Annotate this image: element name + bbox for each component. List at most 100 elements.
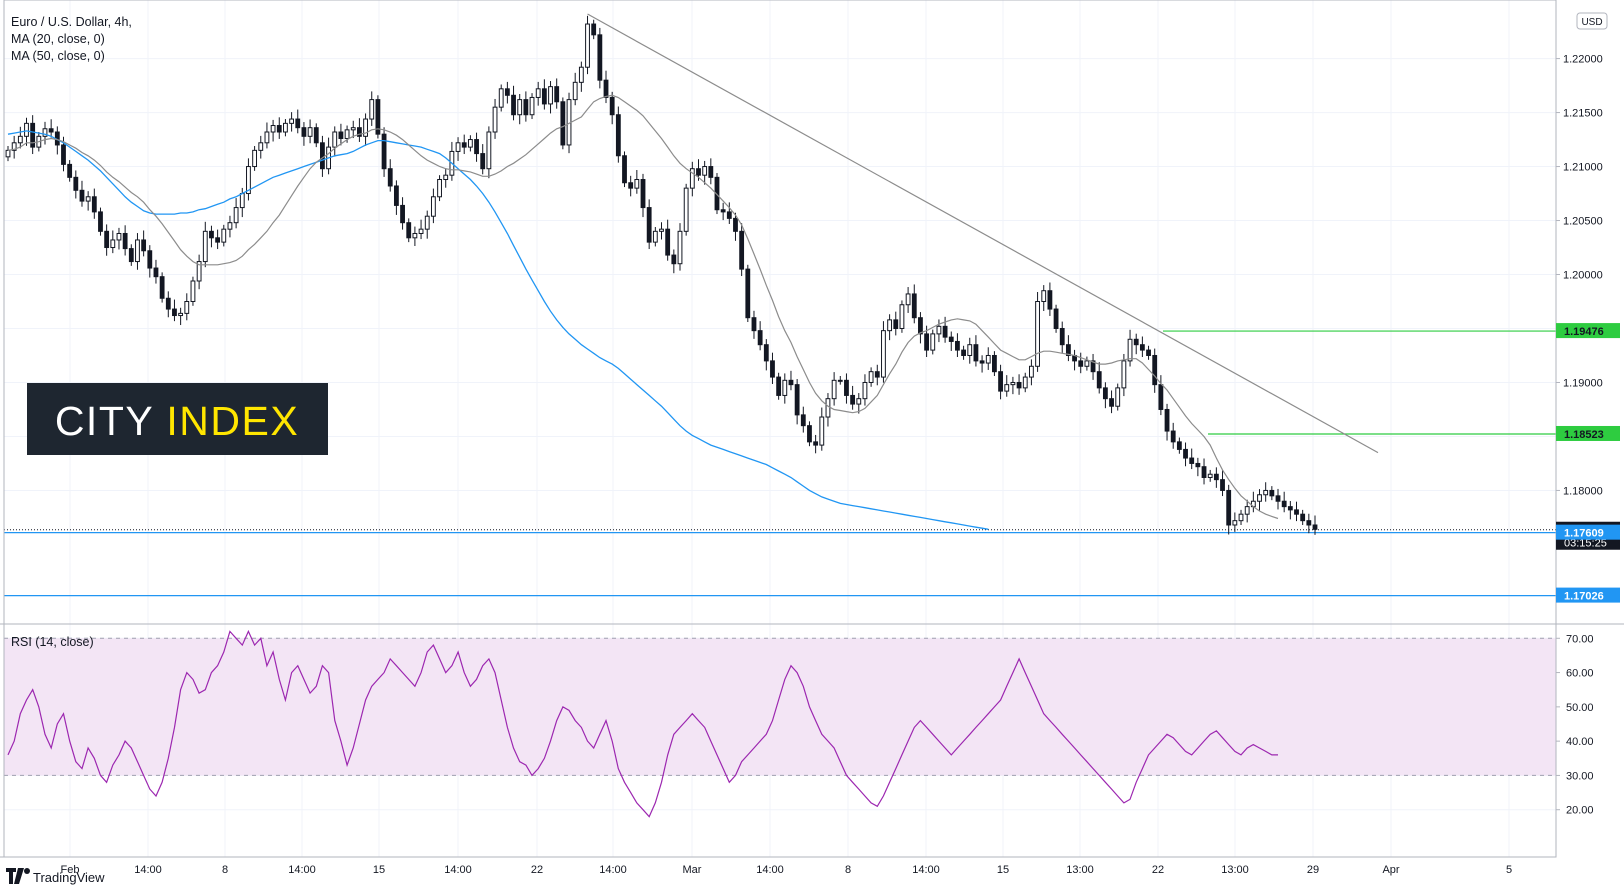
candle[interactable] [862, 374, 868, 406]
candle[interactable] [726, 202, 732, 224]
candle[interactable] [652, 227, 658, 247]
candle[interactable] [393, 180, 399, 215]
candle[interactable] [1189, 448, 1195, 470]
ma20-line[interactable] [7, 94, 1279, 520]
candle[interactable] [363, 113, 368, 146]
trend-line[interactable] [587, 13, 1379, 454]
candle[interactable] [837, 376, 843, 385]
candle[interactable] [1035, 292, 1040, 372]
candle[interactable] [313, 123, 319, 148]
candle[interactable] [480, 144, 486, 175]
candle[interactable] [1257, 489, 1262, 511]
candle[interactable] [628, 175, 634, 197]
candle[interactable] [79, 180, 85, 207]
candle[interactable] [1041, 285, 1047, 312]
candle[interactable] [320, 135, 325, 177]
candle[interactable] [856, 393, 862, 414]
candle[interactable] [91, 188, 97, 219]
candle[interactable] [1078, 352, 1084, 374]
candle[interactable] [751, 310, 757, 339]
candle[interactable] [850, 385, 856, 410]
candle[interactable] [535, 81, 541, 106]
candle[interactable] [1238, 509, 1244, 525]
candle[interactable] [307, 119, 313, 144]
candle[interactable] [1146, 345, 1151, 360]
candle[interactable] [893, 311, 899, 336]
candle[interactable] [17, 126, 23, 149]
candle[interactable] [930, 329, 936, 355]
candle[interactable] [350, 120, 356, 139]
candle[interactable] [1232, 512, 1238, 532]
candle[interactable] [640, 173, 646, 218]
candle[interactable] [597, 27, 603, 89]
candle[interactable] [529, 93, 535, 120]
candle[interactable] [1195, 457, 1201, 477]
candle[interactable] [375, 95, 381, 139]
candle[interactable] [591, 19, 597, 40]
candle[interactable] [1022, 372, 1028, 393]
candle[interactable] [899, 300, 905, 333]
candle[interactable] [252, 146, 258, 171]
candle[interactable] [221, 224, 227, 247]
candle[interactable] [887, 314, 893, 341]
candle[interactable] [992, 351, 997, 376]
candle[interactable] [116, 227, 122, 250]
candle[interactable] [48, 119, 54, 138]
candle[interactable] [708, 158, 714, 185]
candle[interactable] [757, 321, 763, 351]
candle[interactable] [1170, 422, 1176, 449]
candle[interactable] [1028, 359, 1034, 386]
candle[interactable] [1133, 333, 1139, 355]
candle[interactable] [326, 137, 331, 175]
candle[interactable] [209, 225, 214, 248]
candle[interactable] [283, 119, 288, 137]
tradingview-footer[interactable]: TradingView [6, 868, 105, 885]
ma50-line[interactable] [7, 130, 989, 530]
candle[interactable] [665, 219, 671, 261]
candle[interactable] [455, 137, 461, 161]
ma50-legend[interactable]: MA (50, close, 0) [11, 49, 105, 63]
candle[interactable] [295, 109, 301, 134]
candle[interactable] [955, 333, 960, 357]
candle[interactable] [1250, 491, 1256, 513]
price-tag[interactable]: 1.17026 [1556, 587, 1620, 603]
currency-badge[interactable]: USD [1576, 12, 1608, 30]
candle[interactable] [1059, 321, 1065, 353]
candle[interactable] [714, 173, 720, 215]
candle[interactable] [122, 225, 128, 256]
candle[interactable] [1213, 467, 1219, 488]
candle[interactable] [147, 245, 153, 278]
candle[interactable] [1164, 403, 1170, 441]
candle[interactable] [190, 276, 196, 306]
candle[interactable] [24, 117, 29, 146]
candle[interactable] [560, 97, 566, 150]
candle[interactable] [683, 183, 689, 236]
candle[interactable] [578, 61, 584, 92]
candle[interactable] [264, 122, 270, 149]
candle[interactable] [1312, 515, 1318, 535]
candle[interactable] [1004, 375, 1010, 397]
candle[interactable] [498, 84, 504, 112]
candle[interactable] [430, 188, 436, 224]
candle[interactable] [1010, 376, 1016, 395]
candle[interactable] [961, 345, 967, 360]
candle[interactable] [1201, 458, 1207, 485]
candle[interactable] [911, 284, 917, 324]
candle[interactable] [548, 81, 553, 114]
candle[interactable] [671, 249, 677, 274]
candle[interactable] [332, 126, 338, 157]
symbol-title[interactable]: Euro / U.S. Dollar, 4h, [11, 15, 132, 29]
candle[interactable] [30, 115, 36, 155]
candle[interactable] [615, 106, 621, 163]
candle[interactable] [807, 421, 812, 447]
candle[interactable] [1263, 482, 1269, 502]
candle[interactable] [1275, 488, 1281, 510]
candle[interactable] [400, 197, 405, 230]
candle[interactable] [1294, 501, 1299, 522]
candle[interactable] [1269, 486, 1275, 501]
candle[interactable] [825, 393, 831, 427]
candle[interactable] [356, 118, 362, 142]
candle[interactable] [1300, 509, 1306, 525]
candle[interactable] [745, 264, 751, 323]
